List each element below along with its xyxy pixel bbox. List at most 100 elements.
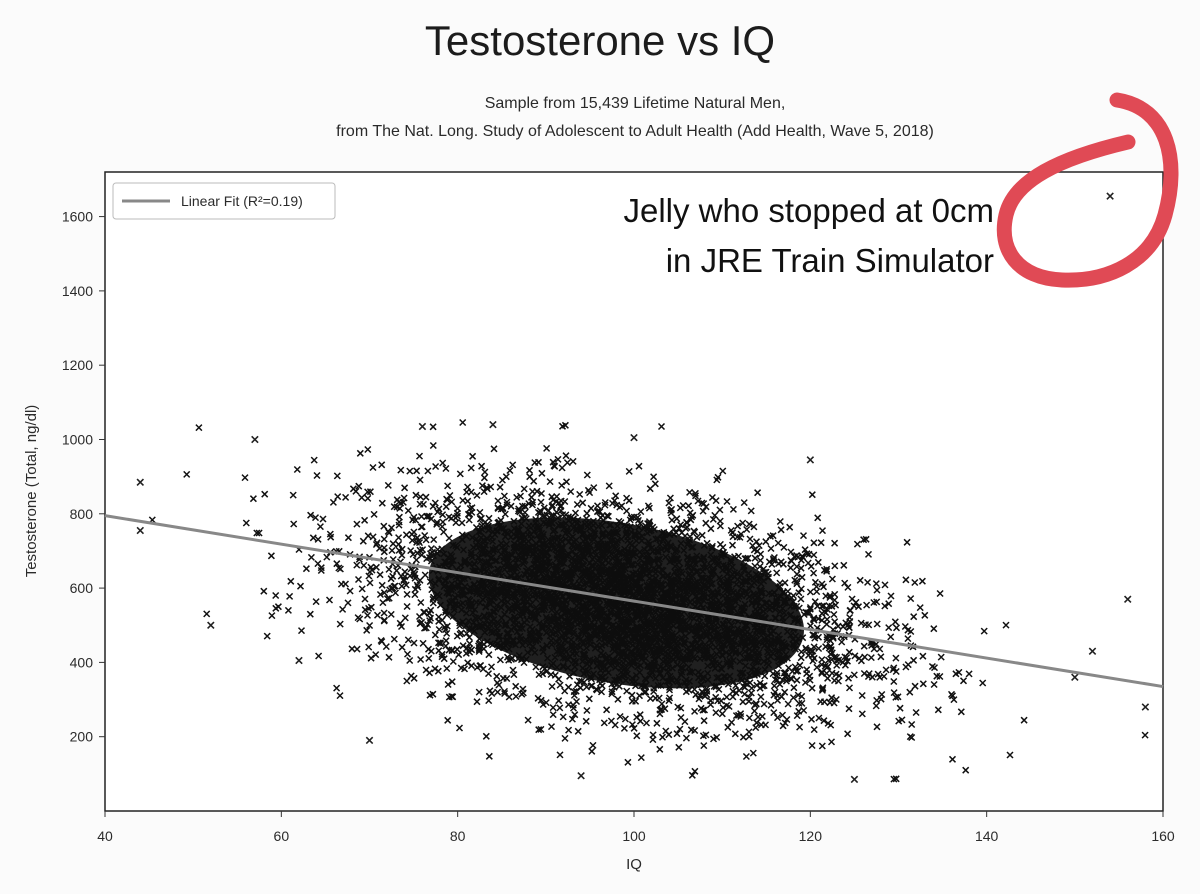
scatter-point: [644, 502, 652, 510]
scatter-point: [528, 487, 537, 496]
scatter-point: [741, 555, 749, 563]
scatter-point: [797, 556, 805, 564]
scatter-point: [363, 626, 371, 634]
scatter-point: [569, 704, 578, 712]
scatter-point: [774, 539, 782, 547]
scatter-point: [813, 602, 822, 610]
scatter-point: [801, 678, 809, 687]
scatter-point: [739, 733, 747, 741]
scatter-point: [356, 615, 364, 623]
scatter-point: [531, 459, 539, 467]
scatter-point: [728, 718, 736, 726]
scatter-point: [892, 667, 900, 676]
scatter-point: [465, 516, 473, 524]
scatter-point: [910, 613, 918, 621]
scatter-point: [667, 506, 675, 514]
scatter-point: [509, 461, 517, 469]
scatter-point: [819, 684, 827, 692]
fit-line-group: [104, 514, 1164, 689]
scatter-point: [882, 666, 890, 674]
scatter-point: [618, 502, 626, 510]
scatter-point: [778, 711, 787, 719]
scatter-point: [380, 589, 388, 597]
scatter-point: [844, 674, 853, 682]
scatter-point: [691, 489, 699, 497]
scatter-point: [459, 418, 467, 427]
scatter-point: [685, 502, 693, 510]
scatter-point: [872, 702, 880, 710]
scatter-point: [390, 635, 398, 643]
scatter-point: [843, 654, 851, 662]
scatter-point: [500, 492, 508, 500]
scatter-point: [415, 539, 424, 547]
scatter-point: [623, 687, 631, 695]
scatter-point: [952, 670, 960, 678]
x-tick-labels: 40 60 80 100 120 140 160: [97, 828, 1175, 844]
scatter-point: [773, 714, 782, 722]
scatter-point: [709, 515, 717, 523]
scatter-point: [850, 671, 858, 679]
scatter-point: [521, 503, 529, 511]
outlier-point: [1141, 703, 1150, 711]
scatter-point: [824, 662, 832, 671]
scatter-point: [378, 499, 386, 507]
scatter-point: [448, 498, 456, 506]
scatter-point: [824, 656, 833, 664]
scatter-point: [375, 544, 384, 552]
scatter-point: [750, 707, 759, 715]
scatter-point: [195, 424, 203, 432]
scatter-point: [598, 682, 606, 690]
scatter-point: [616, 712, 624, 721]
scatter-point: [822, 592, 830, 600]
scatter-point: [691, 767, 699, 775]
scatter-point: [959, 677, 968, 685]
scatter-point: [402, 581, 410, 589]
scatter-point: [770, 709, 778, 717]
scatter-point: [297, 627, 306, 635]
scatter-point: [342, 493, 350, 501]
scatter-point: [527, 493, 536, 501]
scatter-point: [806, 676, 814, 684]
scatter-point: [698, 531, 706, 539]
scatter-point: [395, 540, 403, 548]
scatter-point: [549, 711, 557, 719]
scatter-point: [658, 700, 666, 708]
scatter-point: [413, 467, 421, 475]
scatter-point: [740, 499, 748, 507]
x-tick-label: 60: [274, 828, 290, 844]
scatter-point: [666, 494, 674, 502]
scatter-point: [831, 653, 839, 661]
scatter-point: [557, 507, 565, 515]
annotation-line-2: in JRE Train Simulator: [666, 242, 994, 279]
scatter-point: [719, 704, 727, 712]
scatter-point: [752, 699, 760, 708]
scatter-point: [865, 670, 873, 678]
scatter-point: [516, 508, 524, 516]
scatter-point: [832, 695, 840, 704]
scatter-point: [743, 680, 751, 688]
scatter-point: [344, 599, 352, 607]
scatter-point: [887, 633, 895, 641]
scatter-point: [747, 689, 755, 697]
scatter-point: [493, 679, 501, 687]
scatter-point: [563, 459, 571, 467]
scatter-point: [957, 708, 965, 716]
scatter-point: [487, 663, 496, 671]
scatter-point: [319, 515, 327, 523]
scatter-point: [287, 577, 295, 585]
scatter-point: [380, 609, 388, 617]
scatter-point: [364, 445, 372, 454]
scatter-point: [402, 531, 410, 539]
scatter-point: [845, 684, 854, 692]
scatter-point: [454, 505, 462, 513]
scatter-point: [658, 705, 666, 714]
scatter-point: [376, 571, 384, 579]
scatter-point: [403, 677, 411, 685]
scatter-point: [962, 766, 970, 774]
scatter-point: [741, 683, 749, 691]
scatter-point: [773, 676, 781, 684]
scatter-point: [473, 698, 481, 706]
scatter-point: [698, 688, 706, 696]
scatter-point: [728, 541, 737, 549]
scatter-point: [353, 520, 361, 528]
